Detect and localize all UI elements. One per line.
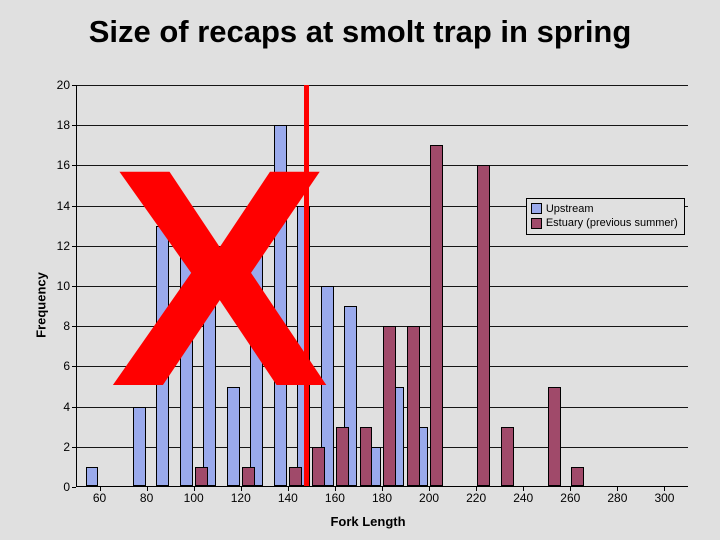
x-tick-mark bbox=[335, 487, 336, 491]
bar-upstream bbox=[156, 226, 169, 486]
bar-upstream bbox=[133, 407, 146, 486]
x-axis-label: Fork Length bbox=[38, 514, 698, 529]
legend-swatch bbox=[531, 203, 542, 214]
legend: UpstreamEstuary (previous summer) bbox=[526, 198, 685, 236]
bar-upstream bbox=[86, 467, 99, 486]
x-tick-mark bbox=[288, 487, 289, 491]
x-tick-mark bbox=[241, 487, 242, 491]
bar-estuary bbox=[501, 427, 514, 486]
bar-estuary bbox=[242, 467, 255, 486]
bar-estuary bbox=[407, 326, 420, 486]
bar-estuary bbox=[548, 387, 561, 487]
y-tick-mark bbox=[72, 246, 76, 247]
y-tick-mark bbox=[72, 447, 76, 448]
x-tick-mark bbox=[617, 487, 618, 491]
legend-item-estuary: Estuary (previous summer) bbox=[531, 216, 678, 231]
bar-upstream bbox=[203, 266, 216, 486]
x-tick-mark bbox=[194, 487, 195, 491]
gridline bbox=[76, 165, 688, 166]
y-axis-label: Frequency bbox=[33, 272, 48, 338]
bar-estuary bbox=[289, 467, 302, 486]
x-tick-mark bbox=[382, 487, 383, 491]
gridline bbox=[76, 85, 688, 86]
bar-estuary bbox=[336, 427, 349, 486]
bar-estuary bbox=[360, 427, 373, 486]
y-tick-mark bbox=[72, 206, 76, 207]
y-tick-mark bbox=[72, 165, 76, 166]
bar-upstream bbox=[250, 246, 263, 486]
bar-estuary bbox=[430, 145, 443, 486]
y-tick-mark bbox=[72, 125, 76, 126]
bar-upstream bbox=[297, 206, 310, 486]
plot-area: 0246810121416182060801001201401601802002… bbox=[76, 85, 688, 487]
x-tick-mark bbox=[429, 487, 430, 491]
chart-container: Frequency 024681012141618206080100120140… bbox=[38, 85, 698, 525]
bar-estuary bbox=[571, 467, 584, 486]
y-tick-mark bbox=[72, 407, 76, 408]
legend-swatch bbox=[531, 218, 542, 229]
y-tick-mark bbox=[72, 326, 76, 327]
y-tick-mark bbox=[72, 366, 76, 367]
legend-item-upstream: Upstream bbox=[531, 202, 678, 217]
bar-upstream bbox=[227, 387, 240, 487]
x-tick-mark bbox=[147, 487, 148, 491]
legend-label: Upstream bbox=[546, 202, 594, 217]
gridline bbox=[76, 125, 688, 126]
bar-upstream bbox=[180, 226, 193, 486]
y-tick-mark bbox=[72, 487, 76, 488]
bar-estuary bbox=[195, 467, 208, 486]
slide-title: Size of recaps at smolt trap in spring bbox=[0, 14, 720, 50]
x-tick-mark bbox=[570, 487, 571, 491]
x-tick-mark bbox=[523, 487, 524, 491]
x-tick-mark bbox=[664, 487, 665, 491]
bar-estuary bbox=[383, 326, 396, 486]
y-tick-mark bbox=[72, 85, 76, 86]
bar-estuary bbox=[312, 447, 325, 486]
bar-upstream bbox=[274, 125, 287, 486]
legend-label: Estuary (previous summer) bbox=[546, 216, 678, 231]
bar-estuary bbox=[477, 165, 490, 486]
x-tick-mark bbox=[100, 487, 101, 491]
x-tick-mark bbox=[476, 487, 477, 491]
y-tick-mark bbox=[72, 286, 76, 287]
